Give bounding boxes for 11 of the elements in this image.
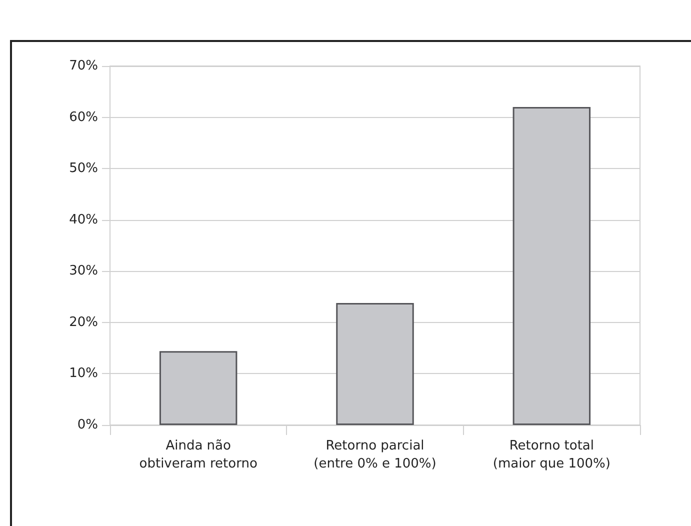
x-tick-label: Retorno total (maior que 100%) bbox=[492, 438, 610, 472]
y-tick-label: 10% bbox=[69, 366, 98, 382]
y-tick-label: 0% bbox=[77, 418, 98, 432]
y-tick-label: 30% bbox=[69, 264, 98, 279]
y-tick-label: 50% bbox=[69, 161, 98, 176]
y-tick-label: 60% bbox=[69, 110, 98, 125]
y-tick-label: 70% bbox=[69, 58, 98, 74]
x-tick-label: Retorno parcial (entre 0% e 100%) bbox=[314, 438, 436, 472]
x-tick-label: Ainda não obtiveram retorno bbox=[139, 438, 258, 472]
y-tick-label: 40% bbox=[69, 212, 98, 228]
y-tick-label: 20% bbox=[69, 314, 98, 330]
